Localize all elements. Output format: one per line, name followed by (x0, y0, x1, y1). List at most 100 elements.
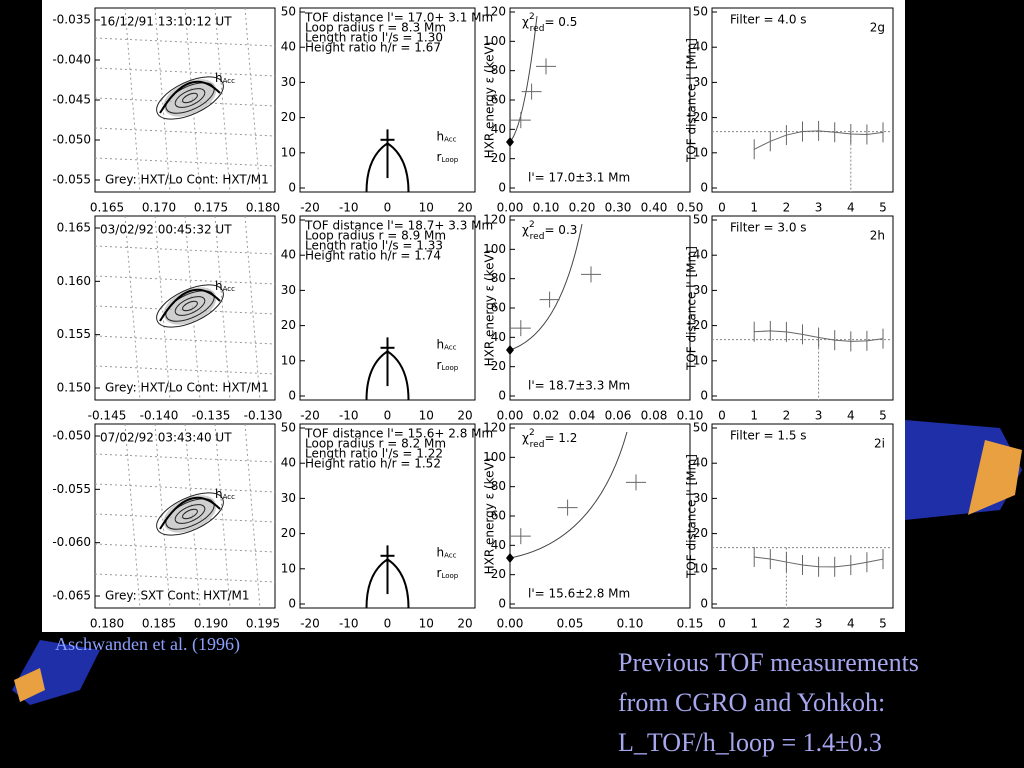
y-tick-label: 0 (498, 389, 506, 403)
label-main: h (215, 487, 223, 501)
y-tick-label: 10 (693, 145, 708, 159)
grid-line (214, 215, 231, 401)
y-tick-label: -0.050 (52, 133, 91, 147)
label: hAcc (437, 337, 457, 352)
filter-label: Filter = 1.5 s (730, 429, 807, 443)
origin-marker (506, 137, 514, 147)
label: rLoop (437, 150, 459, 165)
x-tick-label: 0.04 (569, 409, 596, 423)
label-main: h (437, 545, 445, 559)
grid-line (184, 7, 201, 193)
x-tick-label: 0 (384, 617, 392, 631)
y-tick-label: 40 (281, 248, 296, 262)
x-tick-label: 0.00 (497, 409, 524, 423)
loop-trace (159, 80, 221, 114)
grid-line (214, 7, 231, 193)
y-tick-label: 50 (693, 421, 708, 435)
x-tick-label: 0.180 (246, 201, 280, 215)
x-tick-label: 10 (419, 201, 434, 215)
label: hAcc (437, 129, 457, 144)
y-tick-label: 20 (491, 567, 506, 581)
plot-frame (299, 423, 476, 609)
y-tick-label: 40 (281, 40, 296, 54)
loop-trace (159, 496, 221, 530)
chi-sub: red (530, 440, 545, 450)
x-tick-label: 0.50 (677, 201, 704, 215)
y-tick-label: 0 (498, 181, 506, 195)
chi: χ (522, 431, 529, 445)
y-tick-label: 20 (281, 110, 296, 124)
x-tick-label: -0.145 (88, 409, 127, 423)
origin-marker (506, 553, 514, 563)
chi-sup: 2 (529, 12, 535, 22)
contour (182, 92, 198, 104)
chi-sub: red (530, 24, 545, 34)
note-line: L_TOF/h_loop = 1.4±0.3 (618, 728, 882, 757)
x-tick-label: 0 (384, 201, 392, 215)
label-sub: Acc (444, 551, 457, 559)
chi: χ (522, 223, 529, 237)
y-tick-label: 100 (483, 450, 506, 464)
contour (156, 284, 224, 328)
y-tick-label: 100 (483, 34, 506, 48)
x-tick-label: -10 (339, 617, 359, 631)
grid-line (94, 275, 276, 285)
grid-line (184, 215, 201, 401)
x-tick-label: 5 (879, 201, 887, 215)
y-tick-label: -0.040 (52, 53, 91, 67)
x-tick-label: 0 (718, 617, 726, 631)
x-tick-label: -20 (300, 409, 320, 423)
x-tick-label: 0.08 (641, 409, 668, 423)
grid-line (94, 37, 276, 47)
x-tick-label: 4 (847, 617, 855, 631)
y-tick-label: 0 (288, 181, 296, 195)
y-tick-label: -0.060 (52, 535, 91, 549)
decoration (968, 440, 1022, 515)
fit-curve (509, 223, 583, 351)
contour (182, 300, 198, 312)
label: rLoop (437, 358, 459, 373)
x-tick-label: 2 (783, 409, 791, 423)
result: l'= 18.7±3.3 Mm (528, 379, 630, 393)
plot-frame (299, 7, 476, 193)
x-tick-label: 2 (783, 617, 791, 631)
x-tick-label: -0.140 (140, 409, 179, 423)
y-tick-label: 30 (693, 75, 708, 89)
chi-square: χ2 red= 0.3 (522, 220, 577, 242)
x-tick-label: -20 (300, 201, 320, 215)
grid-line (244, 215, 261, 401)
y-tick-label: 40 (281, 456, 296, 470)
x-tick-label: 0.00 (497, 617, 524, 631)
info-line: Length ratio l'/s = 1.33 (305, 239, 443, 253)
grid-line (124, 7, 141, 193)
decoration (14, 668, 45, 702)
info-line: Length ratio l'/s = 1.30 (305, 31, 443, 45)
y-tick-label: 20 (491, 151, 506, 165)
y-tick-label: 60 (491, 301, 506, 315)
info-line: Loop radius r = 8.3 Mm (305, 21, 446, 35)
x-tick-label: 0.170 (142, 201, 176, 215)
tof-profile (754, 330, 884, 342)
grid-line (154, 423, 171, 609)
info-line: Height ratio h/r = 1.67 (305, 41, 441, 55)
y-tick-label: 50 (281, 421, 296, 435)
grid-line (124, 215, 141, 401)
panel-label: 2h (870, 229, 885, 243)
x-tick-label: 4 (847, 409, 855, 423)
y-tick-label: 40 (693, 40, 708, 54)
y-tick-label: 10 (281, 145, 296, 159)
plot-frame (711, 215, 894, 401)
chi-square: χ2 red= 1.2 (522, 428, 577, 450)
axis-label: HXR energy ε (keV) (483, 250, 497, 367)
info-line: TOF distance l'= 18.7+ 3.3 Mm (304, 219, 493, 233)
contour (182, 508, 198, 520)
info-line: Height ratio h/r = 1.52 (305, 457, 441, 471)
tof-profile (754, 556, 884, 568)
fit-curve (509, 431, 628, 559)
note-line: from CGRO and Yohkoh: (618, 688, 885, 717)
y-tick-label: -0.055 (52, 173, 91, 187)
y-tick-label: 0.150 (57, 381, 91, 395)
grid-line (94, 573, 276, 583)
